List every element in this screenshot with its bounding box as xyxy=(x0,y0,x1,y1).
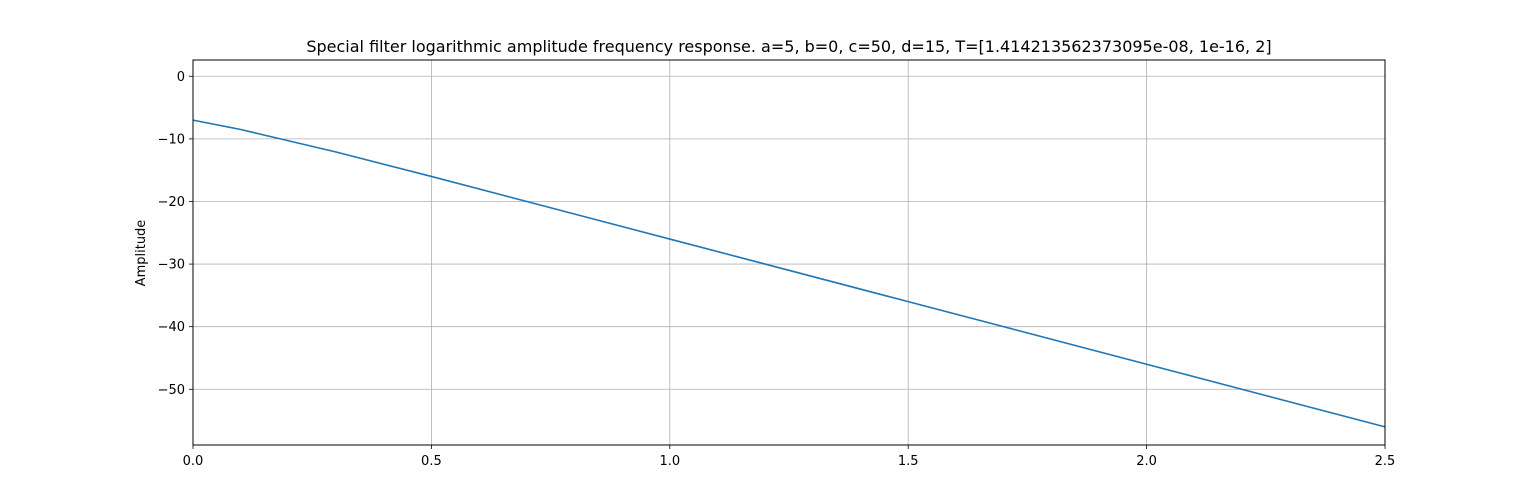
y-tick-label: −30 xyxy=(158,258,185,273)
plot-area xyxy=(192,119,1386,428)
x-tick-label: 0.5 xyxy=(421,454,442,469)
x-tick-label: 2.5 xyxy=(1375,454,1396,469)
axes-frame xyxy=(192,59,1386,446)
grid-lines xyxy=(192,60,1386,445)
chart-title: Special filter logarithmic amplitude fre… xyxy=(306,37,1271,56)
y-tick-label: −20 xyxy=(158,195,185,210)
y-tick-label: −50 xyxy=(158,383,185,398)
x-tick-label: 2.0 xyxy=(1136,454,1157,469)
y-tick-label: 0 xyxy=(177,70,185,85)
y-axis-label: Amplitude xyxy=(134,220,149,287)
x-tick-label: 1.5 xyxy=(898,454,919,469)
series-line xyxy=(192,119,1386,428)
y-tick-label: −10 xyxy=(158,132,185,147)
x-tick-label: 0.0 xyxy=(183,454,204,469)
ticks: 0.0 0.5 1.0 1.5 2.0 2.5 0 −10 −20 −30 −40 −50 xyxy=(158,70,1396,469)
x-tick-label: 1.0 xyxy=(659,454,680,469)
y-tick-label: −40 xyxy=(158,320,185,335)
